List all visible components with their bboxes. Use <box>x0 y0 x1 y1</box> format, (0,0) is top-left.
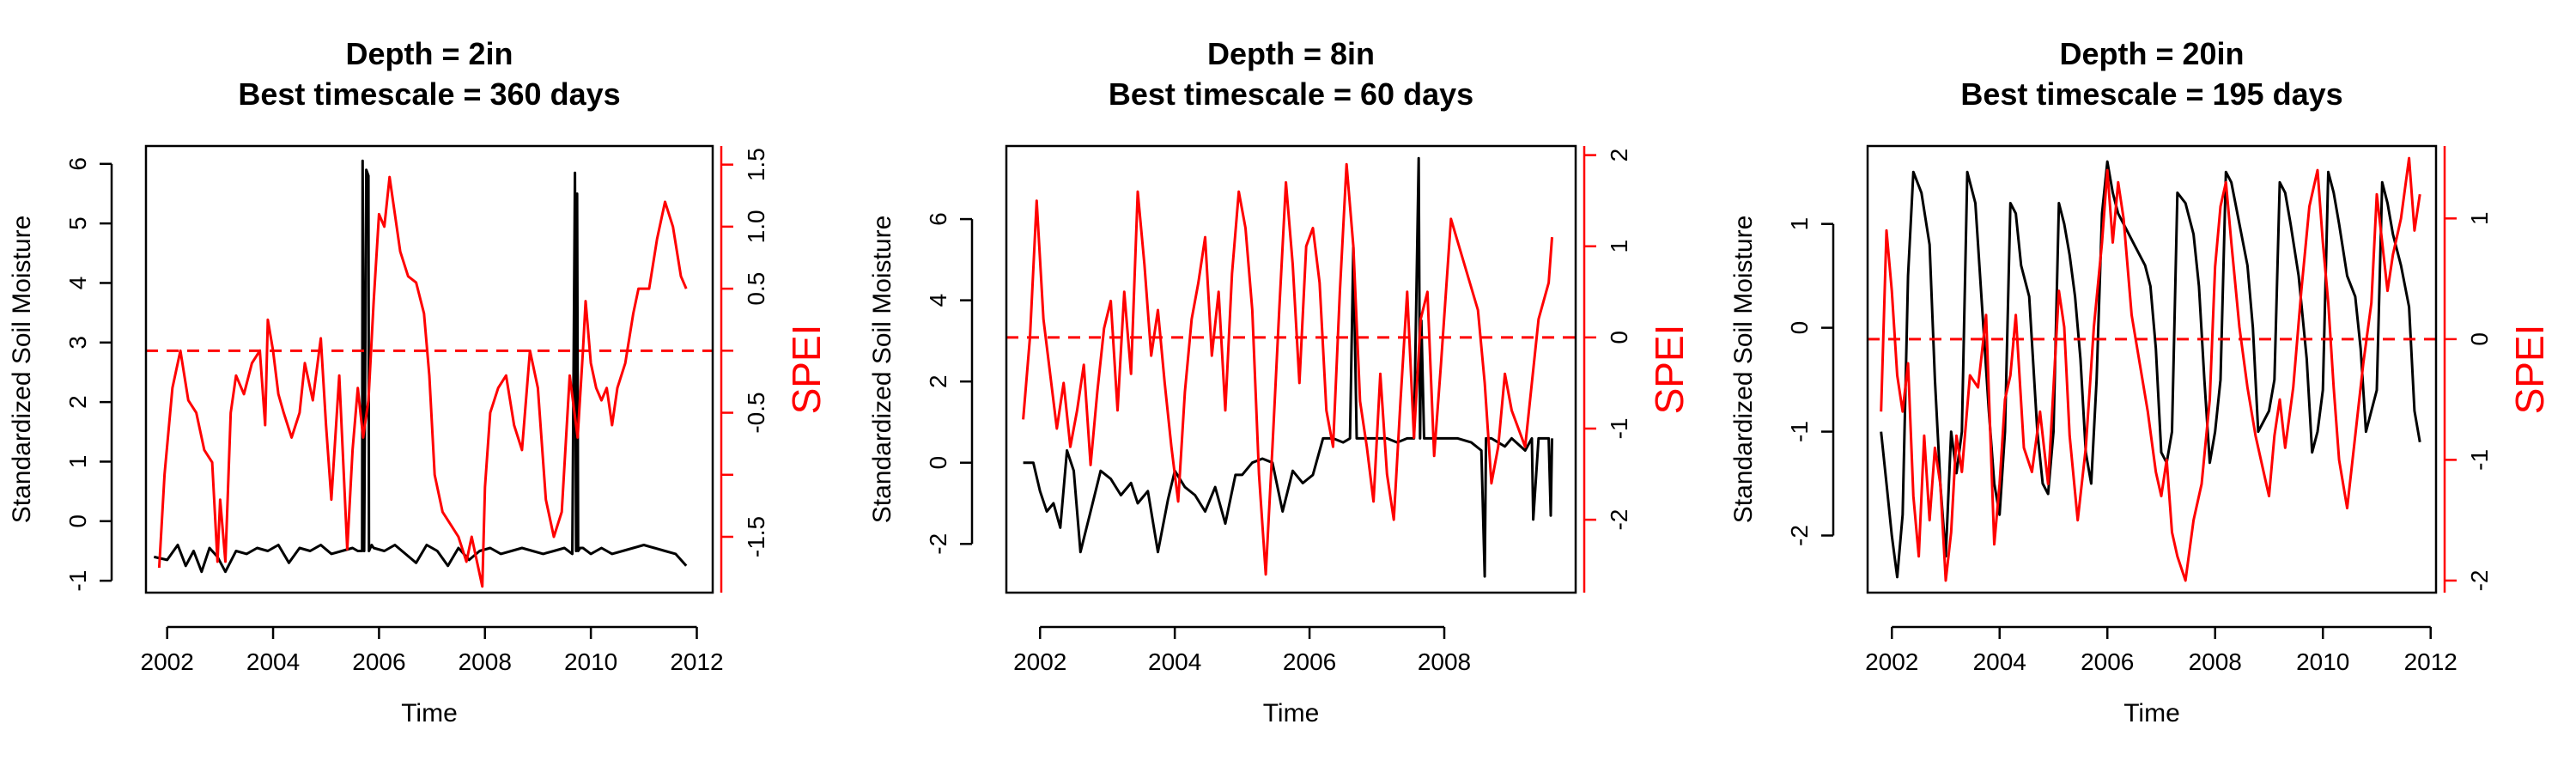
y-tick-label: -1 <box>1786 421 1813 442</box>
y-tick-label: 0 <box>64 514 91 528</box>
x-tick-label: 2006 <box>352 648 405 675</box>
y2-tick-label: -0.5 <box>743 392 769 433</box>
y2-tick-label: 1 <box>1606 240 1632 253</box>
x-tick-label: 2002 <box>141 648 194 675</box>
y2-tick-label: 1.5 <box>743 148 769 181</box>
x-tick-label: 2002 <box>1865 648 1918 675</box>
chart-subtitle: Best timescale = 360 days <box>238 76 620 112</box>
y-tick-label: 4 <box>64 277 91 290</box>
y-tick-label: 1 <box>64 455 91 469</box>
y-tick-label: 2 <box>64 395 91 409</box>
soil-moisture-series-line <box>153 159 688 574</box>
y-tick-label: 4 <box>925 294 951 307</box>
x-axis-label: Time <box>2123 699 2180 727</box>
soil-moisture-series-line <box>1880 160 2421 579</box>
y2-axis-label: SPEI <box>2507 325 2552 415</box>
x-tick-label: 2008 <box>1418 648 1471 675</box>
y2-tick-label: -1.5 <box>743 516 769 557</box>
plot-frame <box>1866 144 2438 594</box>
x-tick-label: 2004 <box>1148 648 1201 675</box>
x-tick-label: 2008 <box>459 648 512 675</box>
y-tick-label: 2 <box>925 374 951 388</box>
chart-title: Depth = 2in <box>345 36 513 71</box>
y2-tick-label: 1.0 <box>743 210 769 243</box>
y2-tick-label: 0.5 <box>743 272 769 306</box>
chart-panel-3: Depth = 20in Best timescale = 195 days 200… <box>1729 36 2552 727</box>
x-tick-label: 2004 <box>1973 648 2026 675</box>
chart-subtitle: Best timescale = 60 days <box>1109 76 1473 112</box>
y-tick-label: 0 <box>1786 321 1813 335</box>
y-tick-label: 5 <box>64 216 91 230</box>
x-tick-label: 2004 <box>246 648 300 675</box>
y-tick-label: -2 <box>925 533 951 555</box>
y2-tick-label: 2 <box>1606 149 1632 162</box>
y-axis-label: Standardized Soil Moisture <box>868 216 896 524</box>
spei-series-line <box>1880 156 2421 582</box>
y-tick-label: -2 <box>1786 525 1813 546</box>
x-axis-label: Time <box>1263 699 1320 727</box>
spei-series-line <box>1022 162 1553 576</box>
y-tick-label: 6 <box>64 157 91 171</box>
spei-series-line <box>157 175 688 588</box>
y-tick-label: 1 <box>1786 217 1813 231</box>
y-tick-label: 6 <box>925 212 951 226</box>
x-tick-label: 2002 <box>1013 648 1066 675</box>
y2-tick-label: -1 <box>2466 449 2493 471</box>
y-tick-label: -1 <box>64 570 91 592</box>
y2-tick-label: 0 <box>1606 331 1632 344</box>
chart-title: Depth = 20in <box>2059 36 2244 71</box>
x-tick-label: 2006 <box>2081 648 2134 675</box>
x-tick-label: 2012 <box>2404 648 2458 675</box>
chart-panel-1: Depth = 2in Best timescale = 360 days 2002… <box>8 36 829 727</box>
x-tick-label: 2008 <box>2189 648 2242 675</box>
x-tick-label: 2010 <box>564 648 617 675</box>
x-tick-label: 2012 <box>670 648 723 675</box>
chart-title: Depth = 8in <box>1207 36 1375 71</box>
y2-tick-label: 1 <box>2466 212 2493 226</box>
y-tick-label: 3 <box>64 336 91 350</box>
y2-axis-label: SPEI <box>1647 325 1692 415</box>
x-axis-label: Time <box>401 699 458 727</box>
y2-tick-label: -2 <box>2466 569 2493 591</box>
y-axis-label: Standardized Soil Moisture <box>8 216 36 524</box>
plot-frame <box>144 144 714 594</box>
y-tick-label: 0 <box>925 456 951 470</box>
y2-tick-label: -1 <box>1606 418 1632 440</box>
y2-axis-label: SPEI <box>784 325 829 415</box>
x-tick-label: 2010 <box>2296 648 2349 675</box>
y2-tick-label: -2 <box>1606 509 1632 531</box>
soil-moisture-series-line <box>1023 156 1553 578</box>
y-axis-label: Standardized Soil Moisture <box>1729 216 1758 524</box>
plot-frame <box>1005 144 1577 594</box>
y2-tick-label: 0 <box>2466 332 2493 346</box>
x-tick-label: 2006 <box>1283 648 1336 675</box>
chart-subtitle: Best timescale = 195 days <box>1960 76 2342 112</box>
